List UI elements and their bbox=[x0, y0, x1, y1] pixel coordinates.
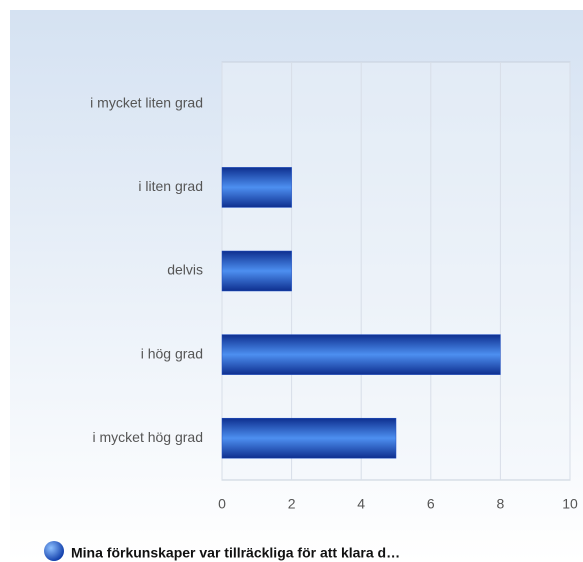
x-tick-label: 8 bbox=[497, 496, 505, 512]
background bbox=[10, 10, 583, 562]
y-tick-label: i mycket liten grad bbox=[90, 95, 203, 111]
y-tick-label: i mycket hög grad bbox=[93, 429, 204, 445]
legend-marker bbox=[44, 541, 64, 561]
x-tick-label: 4 bbox=[357, 496, 365, 512]
x-tick-label: 2 bbox=[288, 496, 296, 512]
y-tick-label: delvis bbox=[167, 262, 203, 278]
legend-label: Mina förkunskaper var tillräckliga för a… bbox=[71, 545, 400, 561]
y-tick-label: i hög grad bbox=[141, 345, 203, 361]
x-tick-label: 6 bbox=[427, 496, 435, 512]
bar bbox=[221, 250, 292, 292]
bar bbox=[221, 167, 292, 208]
bar bbox=[221, 417, 397, 459]
x-tick-label: 10 bbox=[562, 496, 578, 512]
y-tick-label: i liten grad bbox=[138, 178, 203, 194]
x-tick-label: 0 bbox=[218, 496, 226, 512]
bar bbox=[221, 334, 501, 375]
